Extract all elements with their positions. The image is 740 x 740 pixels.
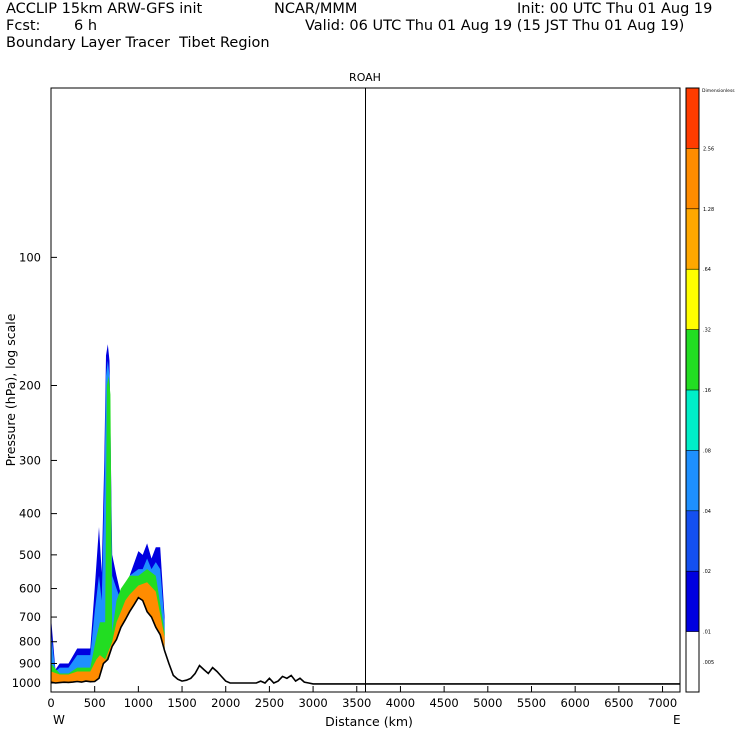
fcst-label: Fcst:: [6, 18, 41, 34]
colorbar-level-label: .01: [703, 630, 711, 636]
x-axis: 0 500 1000 1500 2000 2500 3000 3500 4000 4500 5000…: [47, 686, 677, 710]
y-tick-label: 400: [19, 507, 41, 521]
colorbar-level-label: .08: [703, 448, 711, 454]
colorbar-title: Dimensionless: [702, 88, 735, 94]
valid-time: Valid: 06 UTC Thu 01 Aug 19 (15 JST Thu …: [305, 18, 685, 34]
colorbar-swatch: [686, 631, 699, 692]
colorbar-level-label: .64: [703, 267, 711, 273]
colorbar-swatch: [686, 329, 699, 390]
y-tick-label: 100: [19, 250, 41, 264]
west-label: W: [53, 713, 65, 727]
tracer-area-128: [51, 582, 165, 683]
init-time: Init: 00 UTC Thu 01 Aug 19: [517, 1, 713, 17]
y-tick-label: 600: [19, 582, 41, 596]
terrain-fill: [51, 597, 680, 692]
colorbar-level-label: 2.56: [703, 146, 714, 152]
fcst-value: 6 h: [74, 18, 98, 34]
y-tick-label: 200: [19, 378, 41, 392]
x-tick-label: 3000: [298, 696, 327, 710]
x-axis-label: Distance (km): [325, 714, 413, 729]
colorbar-swatch: [686, 390, 699, 451]
colorbar-swatch: [686, 269, 699, 330]
x-tick-label: 0: [47, 696, 54, 710]
x-tick-label: 2000: [211, 696, 240, 710]
x-tick-label: 1000: [124, 696, 153, 710]
y-axis-label: Pressure (hPa), log scale: [3, 313, 18, 466]
x-tick-label: 3500: [342, 696, 371, 710]
terrain-group: [50, 596, 680, 692]
x-tick-label: 1500: [167, 696, 196, 710]
colorbar-swatch: [686, 88, 699, 149]
x-tick-label: 4000: [386, 696, 415, 710]
tracer-area-016: [51, 376, 165, 683]
colorbar-swatch: [686, 510, 699, 572]
org-label: NCAR/MMM: [274, 1, 358, 17]
colorbar-swatch: [686, 571, 699, 632]
tracer-shading: [51, 344, 165, 683]
terrain-line: [50, 596, 680, 685]
x-tick-label: 5500: [517, 696, 546, 710]
colorbar: Dimensionless 2.56 1.28 .64 .32 .16 .08 .04 .02.…: [685, 87, 735, 693]
chart-title: ROAH: [349, 71, 381, 84]
colorbar-swatch: [686, 208, 699, 270]
y-axis: 100 200 300 400 500 600 700 800 900 1000: [12, 250, 57, 690]
x-tick-label: 4500: [429, 696, 458, 710]
model-title: ACCLIP 15km ARW-GFS init: [6, 1, 203, 17]
y-tick-label: 500: [19, 548, 41, 562]
colorbar-level-label: .04: [703, 509, 711, 515]
field-title: Boundary Layer Tracer Tibet Region: [6, 35, 270, 51]
plot-frame: [50, 87, 681, 693]
y-tick-label: 900: [19, 657, 41, 671]
x-tick-label: 2500: [255, 696, 284, 710]
east-label: E: [673, 713, 681, 727]
y-tick-label: 300: [19, 453, 41, 467]
y-tick-label: 1000: [12, 676, 41, 690]
colorbar-level-label: .005: [703, 660, 714, 666]
x-tick-label: 6500: [604, 696, 633, 710]
x-tick-label: 6000: [561, 696, 590, 710]
x-tick-label: 500: [84, 696, 106, 710]
colorbar-level-label: .02: [703, 569, 711, 575]
x-tick-label: 5000: [473, 696, 502, 710]
colorbar-swatch: [686, 450, 699, 511]
colorbar-level-label: .16: [703, 388, 711, 394]
y-tick-label: 700: [19, 610, 41, 624]
colorbar-level-label: .32: [703, 328, 711, 334]
colorbar-level-label: 1.28: [703, 207, 714, 213]
x-tick-label: 7000: [648, 696, 677, 710]
colorbar-swatch: [686, 148, 699, 209]
y-tick-label: 800: [19, 635, 41, 649]
